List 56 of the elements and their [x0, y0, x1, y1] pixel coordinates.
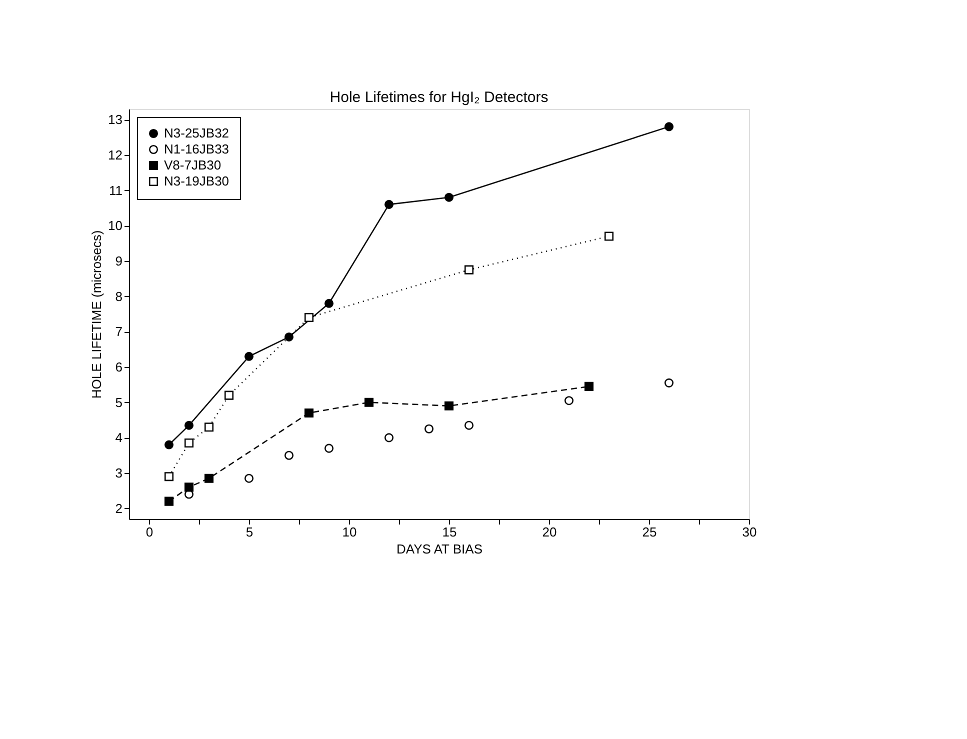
point: [664, 378, 674, 388]
point: [164, 472, 174, 482]
y-tick-label: 12: [108, 147, 122, 162]
point: [584, 382, 594, 391]
point: [244, 474, 254, 483]
x-axis-title: DAYS AT BIAS: [396, 542, 483, 556]
point: [284, 450, 294, 460]
y-tick-label: 6: [115, 360, 122, 375]
y-tick-label: 10: [108, 218, 122, 234]
point: [464, 265, 474, 274]
x-tick-label: 5: [246, 524, 254, 540]
x-tick-label: 30: [742, 524, 757, 540]
y-tick-label: 9: [115, 253, 122, 268]
point: [444, 192, 454, 202]
x-tick-label: 0: [146, 524, 154, 540]
y-tick-label: 7: [115, 324, 122, 340]
legend-label: N1-16JB33: [164, 142, 230, 156]
x-tick-label: 25: [642, 524, 657, 540]
point: [564, 396, 574, 406]
point: [244, 352, 254, 361]
point: [184, 420, 194, 430]
point: [164, 440, 174, 450]
point: [664, 122, 674, 132]
point: [444, 401, 454, 410]
point: [364, 398, 374, 407]
y-tick-label: 3: [115, 466, 122, 481]
y-tick-label: 2: [115, 500, 122, 516]
y-tick-label: 8: [115, 288, 122, 304]
x-tick-label: 20: [542, 524, 557, 540]
y-tick-label: 13: [108, 112, 122, 128]
y-axis-title: HOLE LIFETIME (microsecs): [89, 230, 104, 399]
x-tick-label: 10: [342, 524, 357, 540]
legend-label: N3-19JB30: [164, 174, 230, 188]
y-tick-label: 5: [115, 394, 122, 410]
point: [184, 438, 194, 448]
point: [324, 444, 334, 453]
chart-title: Hole Lifetimes for HgI₂ Detectors: [330, 89, 548, 106]
point: [184, 482, 194, 492]
point: [204, 422, 214, 432]
point: [464, 420, 474, 430]
point: [204, 474, 214, 483]
point: [164, 496, 174, 506]
point: [384, 200, 394, 209]
y-tick-label: 4: [115, 430, 122, 446]
point: [304, 408, 314, 418]
legend-label: V8-7JB30: [164, 158, 222, 172]
y-tick-label: 11: [109, 182, 122, 198]
point: [604, 232, 614, 241]
point: [384, 433, 394, 442]
legend-label: N3-25JB32: [164, 126, 230, 140]
point: [224, 390, 234, 400]
x-tick-label: 15: [442, 524, 457, 540]
point: [284, 332, 294, 342]
point: [324, 298, 334, 308]
point: [304, 313, 314, 322]
point: [424, 424, 434, 434]
